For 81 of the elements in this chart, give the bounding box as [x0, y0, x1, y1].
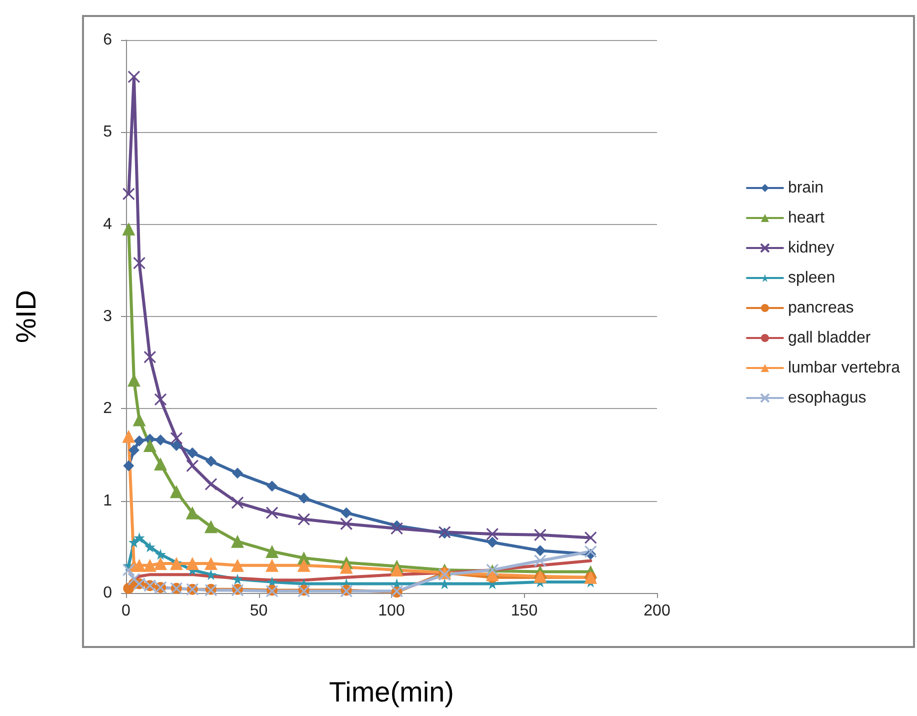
point — [170, 432, 183, 444]
y-tick-label: 0 — [103, 584, 112, 602]
legend-label: lumbar vertebra — [788, 360, 900, 376]
x-tick-label: 0 — [122, 602, 131, 620]
point — [155, 434, 166, 446]
point — [231, 558, 244, 572]
y-tick-label: 4 — [103, 216, 112, 233]
point — [340, 560, 353, 574]
point — [123, 460, 134, 472]
legend-label: spleen — [788, 270, 836, 286]
legend-label: gall bladder — [788, 330, 872, 346]
point — [132, 558, 146, 572]
point — [232, 574, 244, 585]
point — [134, 532, 145, 544]
point — [266, 506, 278, 520]
point — [534, 545, 546, 556]
point — [297, 558, 310, 572]
point — [584, 531, 597, 544]
point — [143, 558, 156, 572]
point — [127, 374, 140, 387]
point — [534, 528, 546, 542]
point — [132, 256, 146, 270]
point — [170, 440, 182, 452]
point — [186, 506, 199, 520]
point — [266, 558, 279, 572]
legend-label: kidney — [788, 240, 834, 256]
legend-label: esophagus — [788, 390, 866, 406]
y-tick-label: 3 — [103, 308, 112, 325]
y-axis-title: %ID — [10, 290, 42, 343]
point — [128, 70, 140, 84]
point — [154, 393, 167, 406]
x-axis-title: Time(min) — [329, 676, 454, 708]
point — [144, 350, 156, 364]
point — [584, 545, 597, 558]
point — [170, 485, 183, 498]
point — [134, 435, 145, 446]
point — [204, 520, 218, 534]
point — [144, 541, 156, 552]
point — [132, 413, 146, 426]
point — [390, 563, 404, 576]
point — [204, 557, 218, 570]
y-tick-label: 5 — [103, 124, 112, 141]
y-tick-label: 1 — [103, 492, 112, 510]
point — [340, 507, 352, 518]
x-tick-label: 100 — [378, 602, 405, 620]
point — [122, 188, 135, 200]
point — [154, 457, 168, 470]
point — [266, 480, 278, 492]
y-tick-label: 6 — [103, 32, 112, 48]
point — [232, 468, 244, 479]
point — [298, 492, 310, 504]
x-tick-label: 200 — [644, 602, 670, 620]
legend-label: brain — [788, 180, 824, 196]
point — [390, 522, 404, 535]
y-tick-label: 2 — [103, 400, 112, 418]
point — [486, 528, 499, 540]
point — [205, 569, 216, 580]
point — [122, 430, 136, 443]
point — [231, 534, 244, 548]
point — [155, 548, 166, 560]
legend-label: pancreas — [788, 300, 854, 316]
point — [486, 536, 498, 548]
point — [122, 564, 135, 576]
point — [186, 460, 199, 472]
point — [186, 447, 198, 458]
point — [266, 545, 279, 558]
x-tick-label: 50 — [250, 602, 268, 620]
point — [205, 456, 216, 467]
point — [128, 572, 140, 586]
point — [128, 536, 140, 548]
legend-label: heart — [788, 210, 825, 226]
point — [143, 439, 156, 452]
point — [231, 496, 244, 509]
x-tick-label: 150 — [510, 602, 538, 620]
point — [340, 518, 353, 530]
point — [534, 554, 546, 568]
point — [154, 557, 168, 570]
point — [186, 557, 199, 570]
point — [122, 222, 136, 236]
point — [128, 444, 140, 456]
point — [298, 512, 310, 526]
